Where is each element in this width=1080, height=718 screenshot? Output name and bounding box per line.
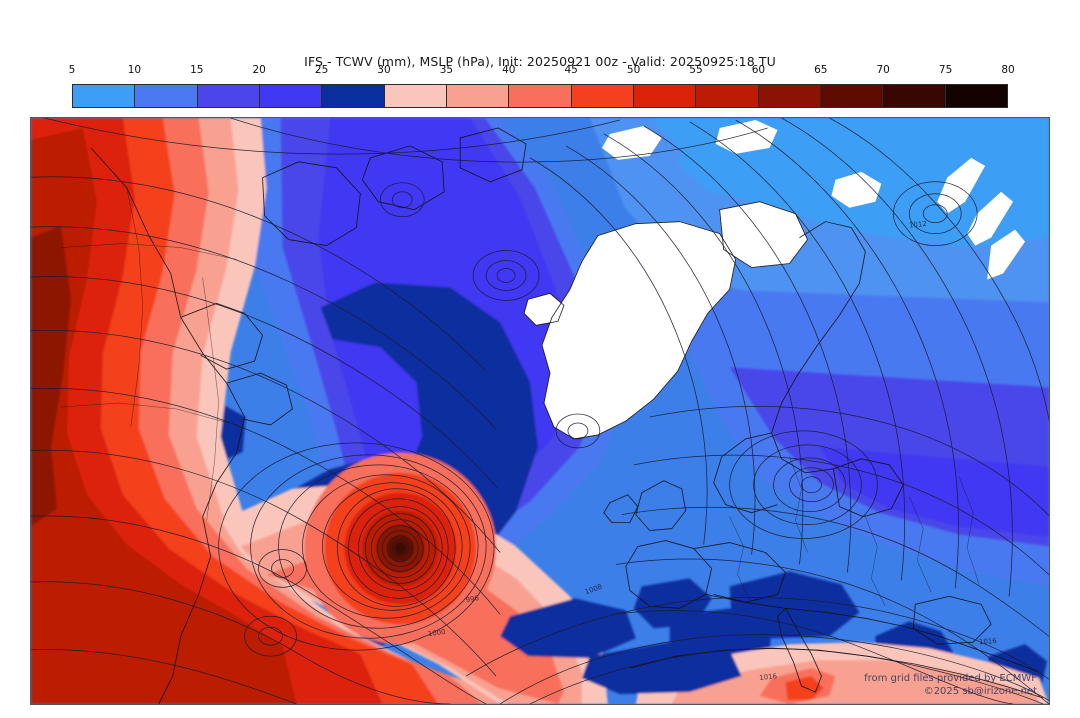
svg-text:1016: 1016 bbox=[979, 637, 997, 646]
map-svg: 1000 1008 1012 1016 996 1016 bbox=[31, 118, 1049, 704]
colorbar-legend: 5 10 15 20 25 30 35 40 45 50 55 60 65 70 75 80 bbox=[68, 64, 1015, 110]
colorbar-segment bbox=[883, 85, 946, 107]
colorbar-segment bbox=[135, 85, 198, 107]
colorbar-tick-label: 5 bbox=[68, 64, 76, 76]
svg-text:996: 996 bbox=[465, 594, 480, 604]
colorbar-tick-label: 70 bbox=[876, 64, 890, 76]
colorbar-segment bbox=[820, 85, 884, 107]
colorbar-segment bbox=[259, 85, 323, 107]
colorbar-segment bbox=[571, 85, 634, 107]
svg-text:1012: 1012 bbox=[909, 220, 928, 230]
colorbar-tick-label: 25 bbox=[314, 64, 329, 76]
colorbar-segment bbox=[73, 85, 136, 107]
colorbar-tick-label: 50 bbox=[626, 64, 641, 76]
page-title: IFS - TCWV (mm), MSLP (hPa), Init: 20250… bbox=[304, 54, 776, 69]
secondary-centres bbox=[244, 181, 978, 657]
colorbar-tick-label: 15 bbox=[190, 64, 204, 76]
colorbar-tick-labels: 5 10 15 20 25 30 35 40 45 50 55 60 65 70 75 80 bbox=[68, 64, 1015, 80]
colorbar-segment bbox=[633, 85, 697, 107]
cyclone-isobars bbox=[218, 442, 495, 651]
colorbar-segment bbox=[322, 85, 385, 107]
colorbar-segment bbox=[446, 85, 510, 107]
colorbar-segment bbox=[945, 85, 1007, 107]
colorbar-tick-label: 65 bbox=[814, 64, 828, 76]
colorbar-tick-label: 60 bbox=[751, 64, 766, 76]
colorbar-tick-label: 30 bbox=[377, 64, 391, 76]
colorbar-tick-label: 10 bbox=[127, 64, 142, 76]
map-canvas[interactable]: 1000 1008 1012 1016 996 1016 from grid f… bbox=[30, 117, 1050, 705]
colorbar-tick-label: 45 bbox=[564, 64, 578, 76]
colorbar-segment bbox=[758, 85, 821, 107]
colorbar-tick-label: 75 bbox=[938, 64, 953, 76]
colorbar-tick-label: 20 bbox=[252, 64, 266, 76]
colorbar-tick-label: 40 bbox=[502, 64, 516, 76]
svg-text:1016: 1016 bbox=[759, 672, 778, 682]
colorbar-segment bbox=[384, 85, 447, 107]
colorbar-segment bbox=[509, 85, 572, 107]
tropical-cyclone-core bbox=[304, 452, 497, 645]
svg-text:1000: 1000 bbox=[427, 628, 446, 638]
mslp-isobars bbox=[31, 118, 1049, 704]
colorbar-segment bbox=[696, 85, 759, 107]
colorbar-tick-label: 80 bbox=[1001, 64, 1015, 76]
ice-sheet-mask bbox=[524, 119, 1026, 439]
nordic-low-isobars bbox=[729, 430, 878, 539]
colorbar-tick-label: 55 bbox=[689, 64, 703, 76]
colorbar-tick-label: 35 bbox=[439, 64, 454, 76]
colorbar-segment bbox=[197, 85, 260, 107]
colorbar-gradient bbox=[72, 84, 1008, 108]
